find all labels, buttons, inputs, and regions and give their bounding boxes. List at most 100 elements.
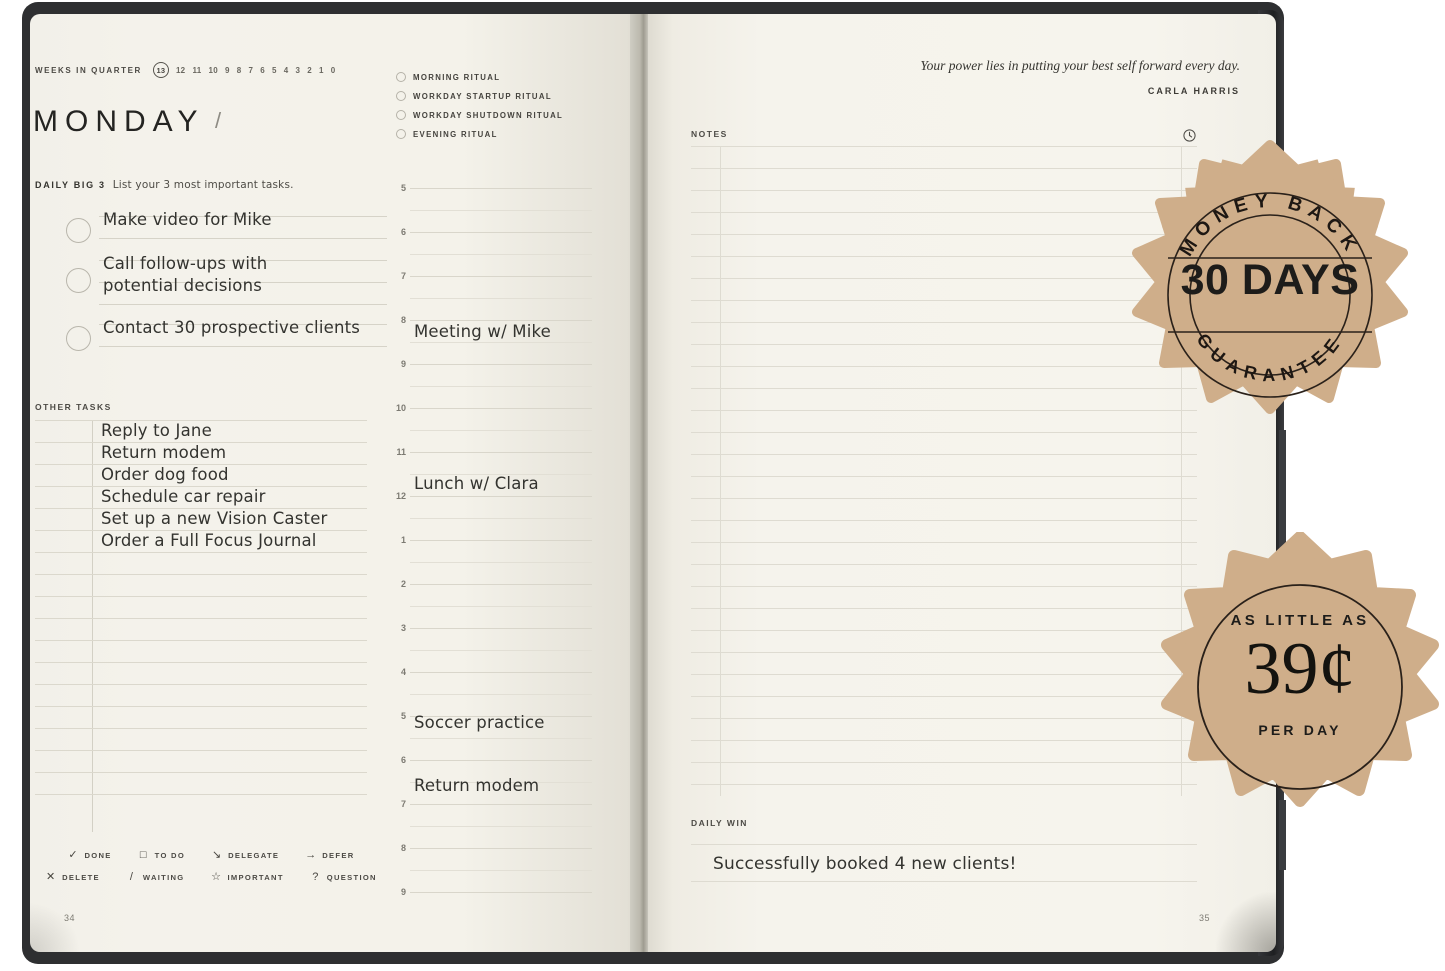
week-6[interactable]: 6: [260, 65, 265, 75]
other-task-6: Order a Full Focus Journal: [101, 531, 317, 550]
week-10[interactable]: 10: [208, 65, 218, 75]
schedule-hour-12pm: 12: [395, 491, 406, 501]
check-icon: ✓: [68, 849, 78, 861]
legend-todo-label: TO DO: [154, 851, 186, 860]
star-icon: ☆: [211, 871, 221, 883]
daily-big-3-checkbox-2[interactable]: [66, 268, 91, 293]
daily-big-3-item-2[interactable]: Call follow-ups with potential decisions: [35, 249, 387, 305]
schedule-hour-6am: 6: [400, 227, 406, 237]
left-page-corner-shadow: [30, 902, 80, 952]
schedule-hour-2pm: 2: [400, 579, 406, 589]
week-2[interactable]: 2: [307, 65, 312, 75]
arrow-right-icon: →: [305, 849, 317, 861]
daily-big-3-subtitle: List your 3 most important tasks.: [112, 179, 294, 191]
legend-important: ☆ IMPORTANT: [211, 872, 284, 883]
schedule-hour-8pm: 8: [400, 843, 406, 853]
legend-defer: → DEFER: [305, 850, 354, 861]
schedule-hour-1pm: 1: [400, 535, 406, 545]
ritual-morning-label: MORNING RITUAL: [413, 72, 501, 82]
badge-center-text: 30 DAYS: [1180, 256, 1360, 304]
legend-delegate: ↘ DELEGATE: [211, 850, 279, 861]
ritual-workday-shutdown[interactable]: WORKDAY SHUTDOWN RITUAL: [396, 110, 563, 120]
week-4[interactable]: 4: [283, 65, 289, 75]
rituals-list: MORNING RITUAL WORKDAY STARTUP RITUAL WO…: [396, 72, 563, 148]
badge-top-text: AS LITTLE AS: [1230, 612, 1370, 629]
week-1[interactable]: 1: [319, 65, 324, 75]
weeks-in-quarter-label: WEEKS IN QUARTER: [35, 65, 142, 75]
right-page-corner-shadow: [1216, 892, 1276, 952]
schedule-event-meeting: Meeting w/ Mike: [414, 322, 552, 341]
other-task-1: Reply to Jane: [101, 421, 212, 440]
daily-big-3-header: DAILY BIG 3 List your 3 most important t…: [35, 179, 294, 191]
week-11[interactable]: 11: [192, 65, 202, 75]
week-0[interactable]: 0: [330, 65, 336, 75]
daily-big-3-text-1: Make video for Mike: [103, 210, 272, 229]
schedule-hour-5am: 5: [400, 183, 406, 193]
daily-win-text: Successfully booked 4 new clients!: [713, 854, 1017, 874]
legend-important-label: IMPORTANT: [227, 873, 284, 882]
ritual-checkbox-icon[interactable]: [396, 129, 406, 139]
week-9[interactable]: 9: [225, 65, 230, 75]
schedule-hour-7am: 7: [400, 271, 406, 281]
legend-row-2: ✕ DELETE / WAITING ☆ IMPORTANT ? QUESTIO…: [35, 872, 387, 883]
daily-big-3-checkbox-1[interactable]: [66, 218, 91, 243]
ritual-evening-label: EVENING RITUAL: [413, 129, 498, 139]
week-current-13[interactable]: 13: [152, 62, 169, 78]
other-tasks-list[interactable]: Reply to Jane Return modem Order dog foo…: [35, 420, 367, 832]
other-task-5: Set up a new Vision Caster: [101, 509, 328, 528]
badge-connector-stem: [1279, 430, 1286, 580]
legend-question-label: QUESTION: [326, 873, 377, 882]
ritual-evening[interactable]: EVENING RITUAL: [396, 129, 563, 139]
notes-label: NOTES: [691, 129, 728, 139]
legend-done: ✓ DONE: [68, 850, 112, 861]
daily-big-3-item-1[interactable]: Make video for Mike: [35, 205, 387, 249]
cross-icon: ✕: [46, 871, 56, 883]
other-task-3: Order dog food: [101, 465, 229, 484]
rule-lines: [99, 205, 387, 249]
legend-waiting: / WAITING: [126, 872, 185, 883]
legend-delete: ✕ DELETE: [45, 872, 100, 883]
schedule-hour-11am: 11: [396, 447, 406, 457]
ritual-workday-startup[interactable]: WORKDAY STARTUP RITUAL: [396, 91, 563, 101]
legend-todo: □ TO DO: [138, 850, 185, 861]
slash-icon: /: [129, 871, 133, 883]
week-3[interactable]: 3: [295, 65, 301, 75]
other-task-4: Schedule car repair: [101, 487, 266, 506]
ritual-checkbox-icon[interactable]: [396, 110, 406, 120]
quote-author: CARLA HARRIS: [1147, 86, 1240, 96]
week-8[interactable]: 8: [236, 65, 242, 75]
legend-row-1: ✓ DONE □ TO DO ↘ DELEGATE → DEFER: [35, 850, 387, 861]
daily-win-label: DAILY WIN: [691, 818, 748, 828]
ritual-checkbox-icon[interactable]: [396, 72, 406, 82]
ritual-checkbox-icon[interactable]: [396, 91, 406, 101]
week-12[interactable]: 12: [175, 65, 186, 75]
schedule-column[interactable]: 5 6 7 8 9 10 11 12 1 2 3 4 5 6 7 8 9: [388, 180, 600, 897]
schedule-hour-7pm: 7: [400, 799, 406, 809]
schedule-event-lunch: Lunch w/ Clara: [414, 474, 539, 493]
legend-done-label: DONE: [84, 851, 112, 860]
week-5[interactable]: 5: [272, 65, 277, 75]
week-7[interactable]: 7: [248, 65, 254, 75]
schedule-event-return-modem: Return modem: [414, 776, 540, 795]
badge-bottom-text: PER DAY: [1258, 722, 1342, 738]
daily-win-area[interactable]: Successfully booked 4 new clients!: [691, 844, 1197, 888]
schedule-hour-9pm: 9: [400, 887, 406, 897]
daily-big-3-checkbox-3[interactable]: [66, 326, 91, 351]
daily-big-3-item-3[interactable]: Contact 30 prospective clients: [35, 305, 387, 353]
schedule-hour-8am: 8: [400, 315, 406, 325]
legend-waiting-label: WAITING: [142, 873, 185, 882]
daily-big-3-list: Make video for Mike Call follow-ups with…: [35, 205, 387, 353]
notes-area[interactable]: [691, 146, 1197, 796]
daily-big-3-text-3: Contact 30 prospective clients: [103, 318, 361, 337]
right-page: [648, 14, 1276, 952]
legend-delete-label: DELETE: [62, 873, 100, 882]
schedule-hour-10am: 10: [395, 403, 406, 413]
date-separator: /: [215, 108, 222, 133]
schedule-hour-9am: 9: [400, 359, 406, 369]
other-tasks-label: OTHER TASKS: [35, 402, 112, 412]
page-number-left: 34: [64, 913, 76, 923]
symbol-legend: ✓ DONE □ TO DO ↘ DELEGATE → DEFER ✕ DELE…: [35, 850, 387, 894]
ritual-morning[interactable]: MORNING RITUAL: [396, 72, 563, 82]
ritual-workday-startup-label: WORKDAY STARTUP RITUAL: [413, 91, 553, 101]
